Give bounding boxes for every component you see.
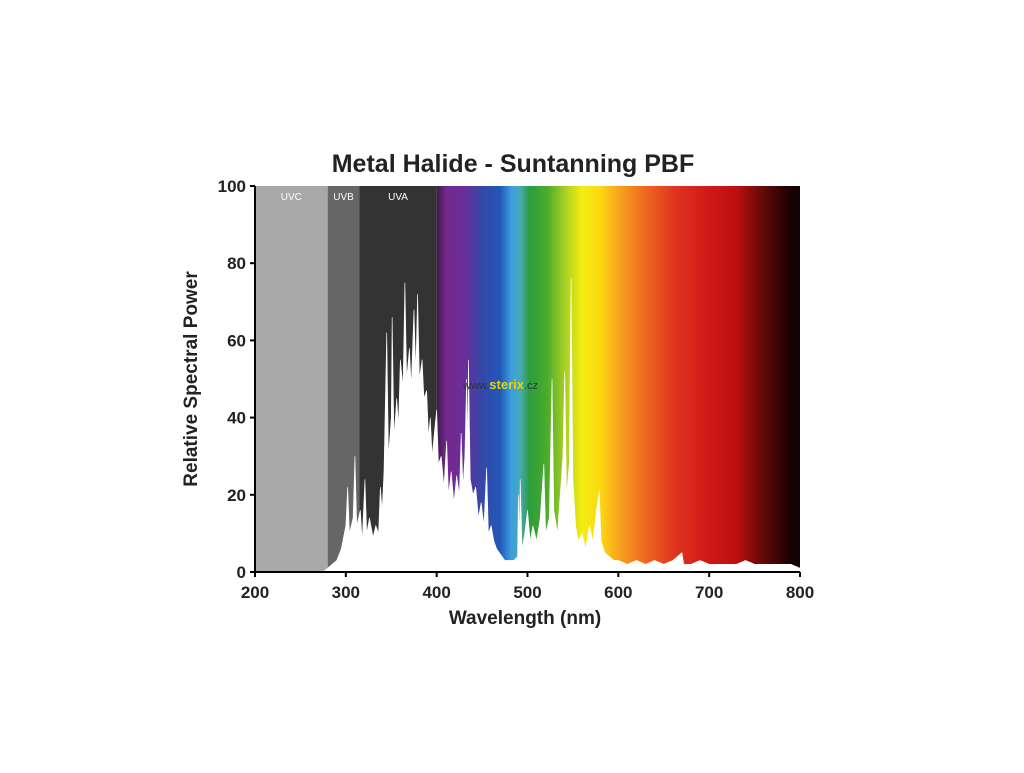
band-label: UVC <box>281 192 302 203</box>
spectral-area <box>322 278 801 573</box>
x-tick-label: 400 <box>422 583 450 602</box>
watermark: www.sterix.cz <box>462 377 538 392</box>
watermark-part: sterix <box>489 377 524 392</box>
x-axis-label: Wavelength (nm) <box>449 608 601 629</box>
y-tick-label: 40 <box>227 409 246 428</box>
x-tick-label: 600 <box>604 583 632 602</box>
y-tick-label: 20 <box>227 486 246 505</box>
x-tick-label: 300 <box>332 583 360 602</box>
chart-title: Metal Halide - Suntanning PBF <box>332 150 695 178</box>
y-tick-label: 60 <box>227 331 246 350</box>
y-tick-label: 100 <box>218 177 246 196</box>
y-axis-label: Relative Spectral Power <box>181 271 202 487</box>
watermark-part: www. <box>462 380 489 392</box>
x-tick-label: 700 <box>695 583 723 602</box>
visible-spectrum <box>436 186 800 572</box>
x-tick-label: 500 <box>513 583 541 602</box>
watermark-part: .cz <box>524 380 538 392</box>
x-tick-label: 800 <box>786 583 814 602</box>
uv-band <box>255 186 328 572</box>
x-tick-label: 200 <box>241 583 269 602</box>
band-label: UVA <box>388 192 408 203</box>
band-label: UVB <box>333 192 354 203</box>
y-tick-label: 80 <box>227 254 246 273</box>
y-tick-label: 0 <box>237 563 246 582</box>
